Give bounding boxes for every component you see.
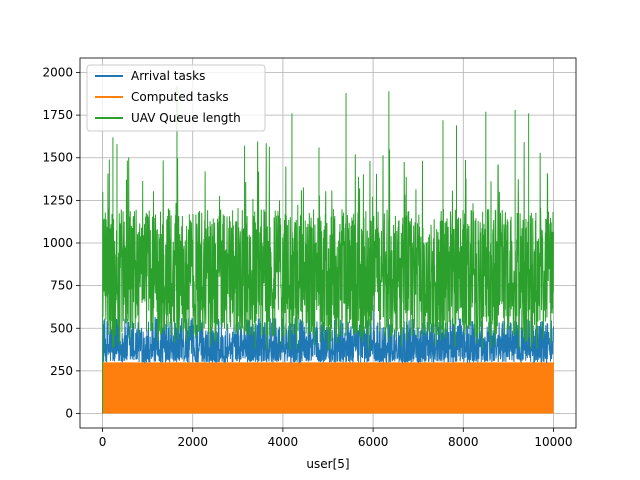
series-area — [102, 86, 554, 414]
x-axis-label: user[5] — [306, 457, 349, 471]
x-tick-label: 4000 — [268, 435, 299, 449]
y-tick-label: 750 — [50, 279, 73, 293]
y-tick-label: 250 — [50, 364, 73, 378]
y-tick-label: 2000 — [42, 65, 73, 79]
y-tick-label: 1500 — [42, 151, 73, 165]
y-tick-label: 1000 — [42, 236, 73, 250]
y-tick-label: 1750 — [42, 108, 73, 122]
y-tick-label: 0 — [65, 407, 73, 421]
x-tick-label: 0 — [99, 435, 107, 449]
series-computed-tasks — [102, 362, 554, 414]
y-tick-label: 1250 — [42, 193, 73, 207]
series-uav-queue-length — [102, 86, 554, 414]
legend-label: Arrival tasks — [131, 69, 205, 83]
axis-ticks: 0 2000 4000 6000 8000 10000 0 250 500 750 1000 1250… — [42, 65, 572, 449]
legend-label: UAV Queue length — [131, 111, 241, 125]
x-tick-label: 10000 — [534, 435, 572, 449]
y-tick-label: 500 — [50, 321, 73, 335]
x-tick-label: 6000 — [358, 435, 389, 449]
x-tick-label: 8000 — [448, 435, 479, 449]
legend-box — [86, 64, 266, 132]
legend: Arrival tasks Computed tasks UAV Queue len… — [86, 64, 266, 132]
x-tick-label: 2000 — [177, 435, 208, 449]
legend-label: Computed tasks — [131, 90, 229, 104]
